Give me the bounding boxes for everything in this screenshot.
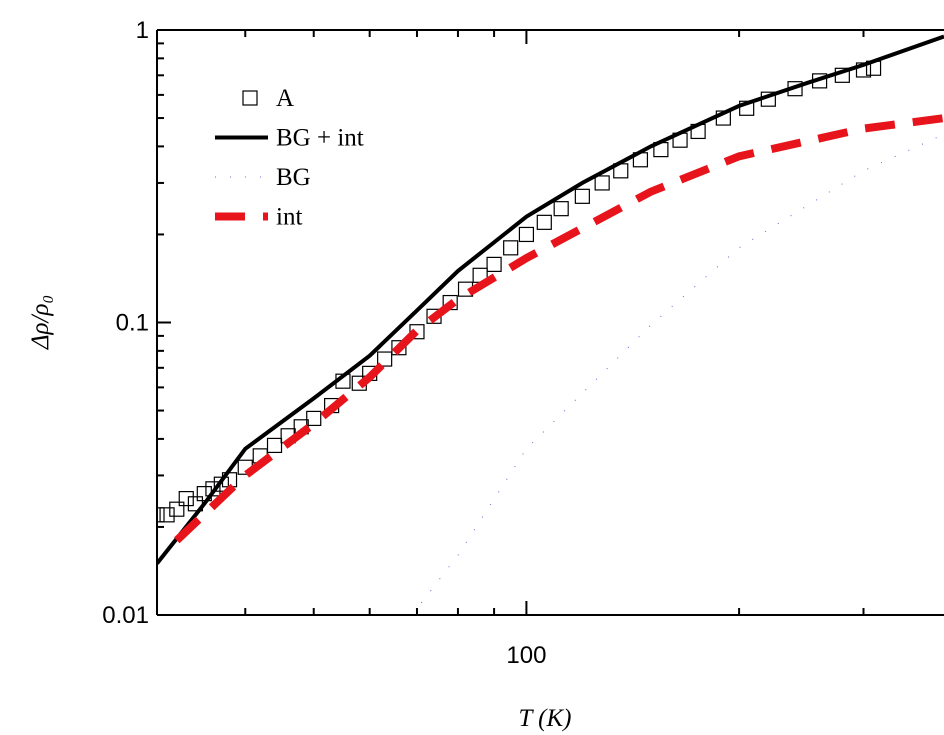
data-point: [377, 351, 393, 367]
series-line: [420, 133, 944, 604]
y-tick-label: 0.1: [116, 310, 149, 337]
x-axis-label: T (K): [518, 705, 571, 732]
legend-label: BG: [276, 164, 311, 191]
data-point: [553, 201, 569, 217]
x-tick-label: 100: [506, 642, 546, 669]
y-tick-label: 0.01: [102, 602, 149, 629]
legend-label: A: [276, 85, 294, 112]
data-point: [266, 437, 283, 454]
plot-area: [157, 34, 944, 604]
series-line: [174, 114, 944, 544]
data-point: [518, 226, 535, 243]
data-point: [409, 324, 425, 340]
data-point: [536, 214, 552, 230]
data-point: [306, 410, 322, 427]
legend-marker: [242, 90, 258, 106]
data-point: [486, 256, 502, 272]
series-line: [157, 34, 944, 565]
data-point: [169, 501, 185, 517]
y-tick-label: 1: [136, 17, 149, 44]
legend-label: BG + int: [276, 125, 364, 152]
data-point: [178, 491, 194, 507]
data-point: [157, 507, 165, 523]
data-point: [205, 481, 221, 497]
data-point: [391, 340, 407, 356]
data-point: [574, 188, 590, 204]
data-point: [213, 476, 229, 492]
legend-label: int: [276, 204, 302, 231]
y-axis-label: Δρ/ρ₀: [27, 295, 54, 350]
data-point: [503, 240, 519, 256]
data-point: [594, 175, 610, 191]
data-point: [159, 507, 175, 523]
